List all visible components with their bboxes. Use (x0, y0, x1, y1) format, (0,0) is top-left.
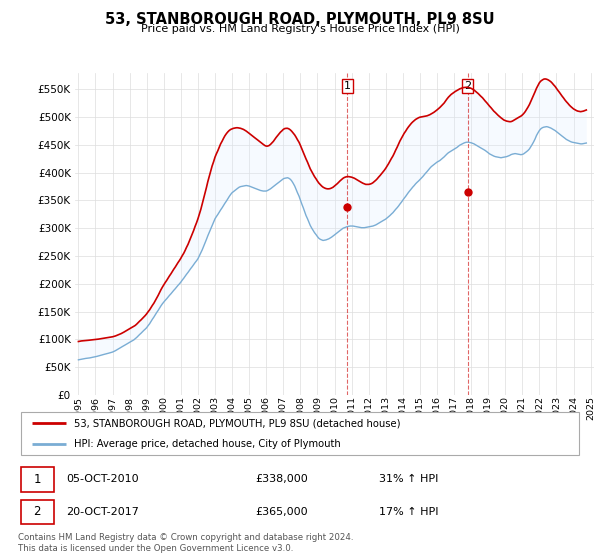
Text: £365,000: £365,000 (255, 507, 308, 517)
Text: 53, STANBOROUGH ROAD, PLYMOUTH, PL9 8SU (detached house): 53, STANBOROUGH ROAD, PLYMOUTH, PL9 8SU … (74, 418, 401, 428)
FancyBboxPatch shape (21, 467, 53, 492)
Text: 31% ↑ HPI: 31% ↑ HPI (379, 474, 439, 484)
Text: £338,000: £338,000 (255, 474, 308, 484)
Text: Price paid vs. HM Land Registry's House Price Index (HPI): Price paid vs. HM Land Registry's House … (140, 24, 460, 34)
Text: 05-OCT-2010: 05-OCT-2010 (66, 474, 139, 484)
Text: 53, STANBOROUGH ROAD, PLYMOUTH, PL9 8SU: 53, STANBOROUGH ROAD, PLYMOUTH, PL9 8SU (105, 12, 495, 27)
Text: 17% ↑ HPI: 17% ↑ HPI (379, 507, 439, 517)
Text: Contains HM Land Registry data © Crown copyright and database right 2024.
This d: Contains HM Land Registry data © Crown c… (18, 533, 353, 553)
Text: 1: 1 (34, 473, 41, 486)
FancyBboxPatch shape (21, 500, 53, 524)
Text: 2: 2 (34, 505, 41, 519)
Text: HPI: Average price, detached house, City of Plymouth: HPI: Average price, detached house, City… (74, 440, 341, 450)
Text: 2: 2 (464, 81, 471, 91)
Text: 1: 1 (344, 81, 351, 91)
FancyBboxPatch shape (21, 412, 579, 455)
Text: 20-OCT-2017: 20-OCT-2017 (66, 507, 139, 517)
